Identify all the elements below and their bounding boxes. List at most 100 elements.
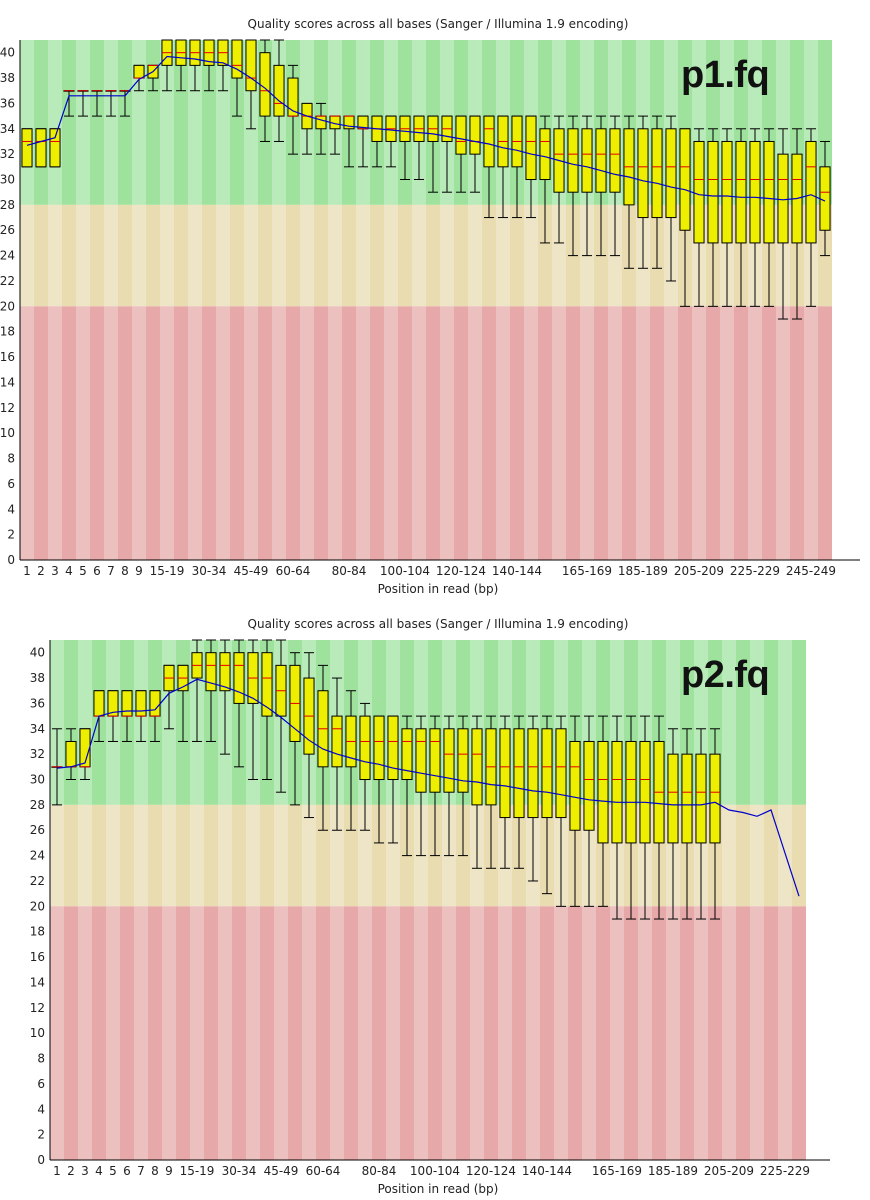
band-stripe (76, 306, 90, 560)
iqr-box (625, 740, 637, 844)
band-stripe (496, 306, 510, 560)
boxplot-9 (163, 664, 175, 730)
x-tick-label: 225-229 (730, 564, 780, 578)
boxplot-140-144 (541, 715, 553, 895)
band-stripe (274, 804, 288, 907)
band-stripe (412, 204, 426, 307)
band-stripe (78, 906, 92, 1160)
iqr-box (721, 140, 733, 244)
y-tick-label: 16 (30, 950, 45, 964)
iqr-box (331, 715, 343, 768)
iqr-box (219, 652, 231, 692)
iqr-box (777, 153, 789, 244)
iqr-box (35, 128, 47, 168)
x-tick-label: 120-124 (436, 564, 486, 578)
boxplot-135-139 (527, 715, 539, 882)
x-tick-label: 15-19 (150, 564, 185, 578)
x-tick-label: 7 (137, 1164, 145, 1178)
boxplot-120-124 (485, 715, 497, 869)
band-stripe (552, 204, 566, 307)
iqr-box (469, 115, 481, 155)
iqr-box (415, 728, 427, 793)
iqr-box (667, 753, 679, 844)
band-stripe (694, 906, 708, 1160)
boxplot-105-109 (413, 115, 425, 181)
iqr-box (93, 690, 105, 717)
boxplot-10-14 (177, 664, 189, 742)
band-stripe (722, 906, 736, 1160)
iqr-box (49, 128, 61, 168)
mean-line (56, 678, 800, 897)
iqr-box (525, 115, 537, 181)
band-stripe (638, 906, 652, 1160)
x-tick-label: 45-49 (234, 564, 269, 578)
y-tick-label: 40 (30, 646, 45, 660)
band-stripe (190, 906, 204, 1160)
y-tick-label: 4 (7, 502, 15, 516)
iqr-box (471, 728, 483, 806)
band-stripe (302, 906, 316, 1160)
y-tick-label: 28 (30, 798, 45, 812)
band-stripe (582, 906, 596, 1160)
band-stripe (300, 204, 314, 307)
boxplot-65-69 (331, 677, 343, 831)
x-tick-label: 4 (95, 1164, 103, 1178)
boxplot-1 (21, 128, 33, 168)
band-stripe (76, 40, 90, 205)
boxplot-75-79 (359, 702, 371, 831)
y-tick-label: 20 (0, 299, 15, 313)
boxplot-115-119 (441, 115, 453, 193)
iqr-box (483, 115, 495, 168)
band-stripe (386, 906, 400, 1160)
boxplot-45-49 (275, 639, 287, 793)
band-stripe (188, 306, 202, 560)
boxplot-150-154 (569, 715, 581, 907)
band-stripe (134, 804, 148, 907)
x-tick-label: 3 (51, 564, 59, 578)
y-tick-label: 24 (0, 249, 15, 263)
band-stripe (386, 804, 400, 907)
band-stripe (636, 306, 650, 560)
band-stripe (216, 306, 230, 560)
boxplot-140-144 (511, 115, 523, 219)
band-stripe (302, 804, 316, 907)
boxplot-200-204 (679, 128, 691, 307)
boxplot-30-34 (233, 639, 245, 768)
boxplot-185-189 (637, 115, 649, 269)
y-tick-label: 32 (0, 147, 15, 161)
iqr-box (569, 740, 581, 831)
boxplot-170-174 (595, 115, 607, 257)
iqr-box (65, 740, 77, 768)
band-stripe (132, 204, 146, 307)
band-stripe (134, 906, 148, 1160)
iqr-box (359, 715, 371, 781)
band-stripe (160, 40, 174, 205)
band-stripe (524, 306, 538, 560)
band-stripe (106, 906, 120, 1160)
boxplot-7 (105, 90, 117, 117)
band-stripe (216, 204, 230, 307)
x-tick-label: 80-84 (332, 564, 367, 578)
band-stripe (272, 204, 286, 307)
boxplot-235-239 (777, 128, 789, 320)
boxplot-190-194 (651, 115, 663, 269)
iqr-box (651, 128, 663, 219)
boxplot-20-24 (175, 39, 187, 92)
iqr-box (21, 128, 33, 168)
band-stripe (580, 306, 594, 560)
y-tick-label: 24 (30, 849, 45, 863)
x-tick-label: 5 (79, 564, 87, 578)
boxplot-35-39 (247, 639, 259, 781)
x-tick-label: 165-169 (562, 564, 612, 578)
band-stripe (162, 804, 176, 907)
band-stripe (748, 306, 762, 560)
iqr-box (735, 140, 747, 244)
boxplot-35-39 (217, 39, 229, 92)
iqr-box (539, 128, 551, 181)
band-stripe (328, 204, 342, 307)
boxplot-160-164 (567, 115, 579, 257)
x-tick-label: 8 (121, 564, 129, 578)
iqr-box (455, 115, 467, 155)
band-stripe (610, 906, 624, 1160)
